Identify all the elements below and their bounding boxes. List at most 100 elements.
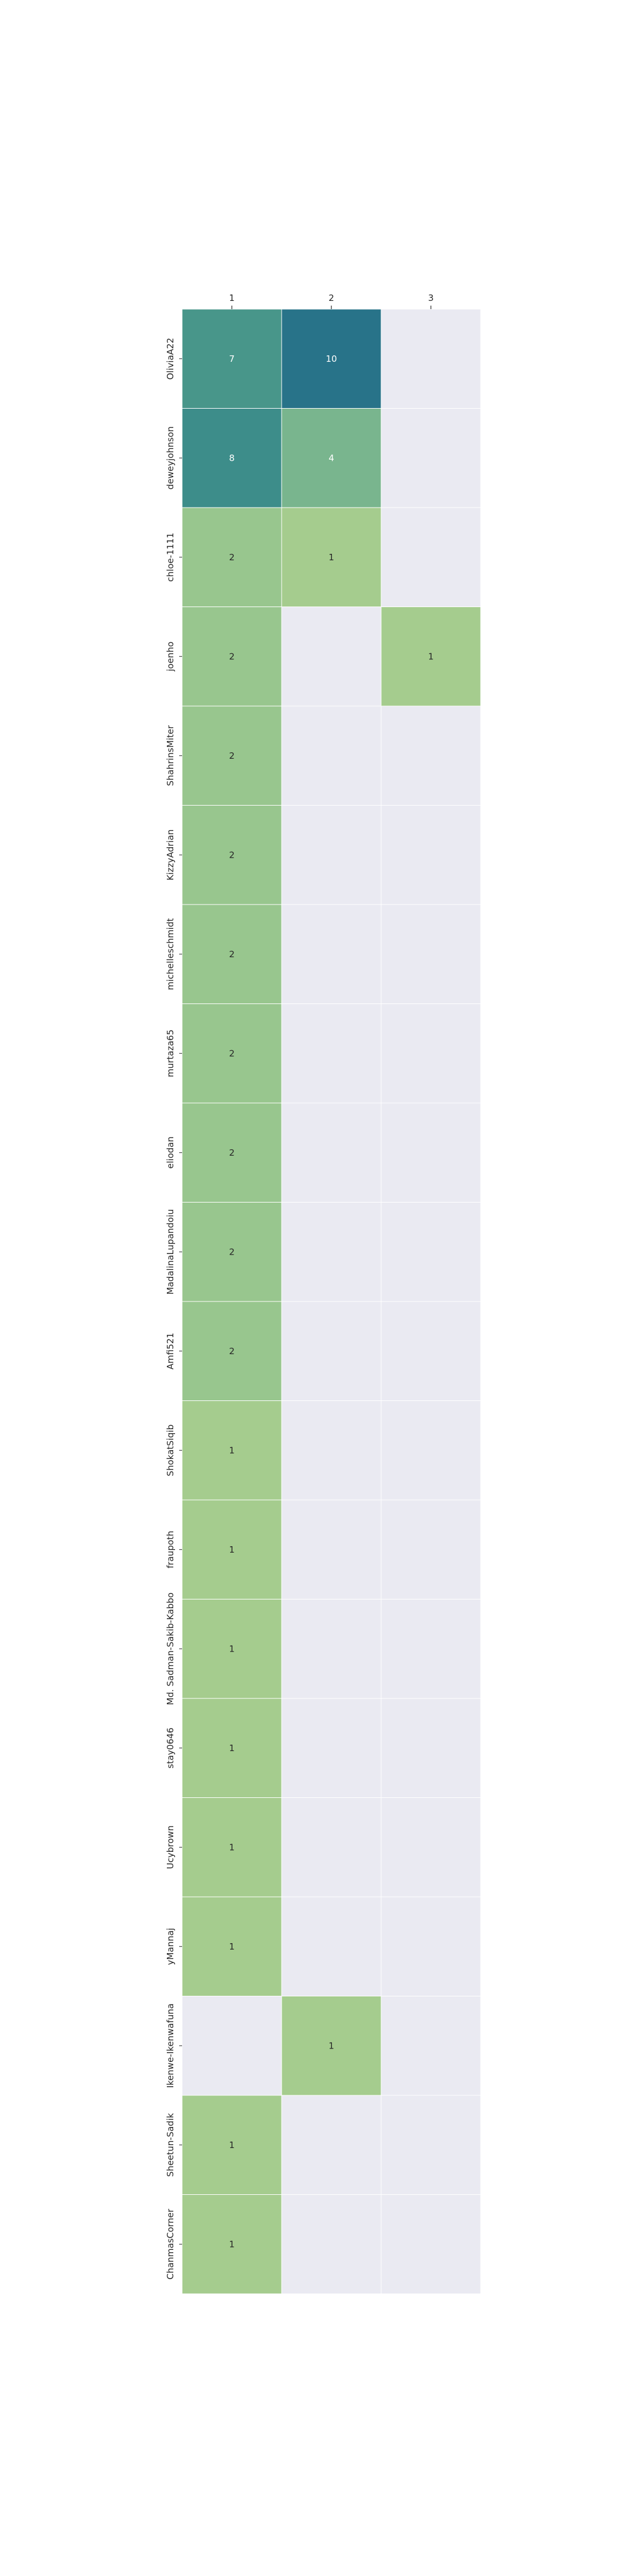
cell-value-label: 2 <box>229 1147 235 1158</box>
heatmap-cell-empty <box>381 805 481 905</box>
y-tick-label: Amfi521 <box>165 1332 176 1369</box>
heatmap-cell-empty <box>381 1102 481 1203</box>
heatmap-cell-empty <box>281 1599 382 1699</box>
cell-value-label: 2 <box>229 552 235 563</box>
heatmap-cell <box>181 1698 282 1798</box>
cell-value-label: 1 <box>229 1941 235 1952</box>
y-tick-label: OliviaA22 <box>165 338 176 380</box>
y-tick-label: stay0646 <box>165 1728 176 1769</box>
y-tick-label: murtaza65 <box>165 1029 176 1077</box>
heatmap-cell-empty <box>281 1003 382 1104</box>
y-tick-label: Ucybrown <box>165 1825 176 1869</box>
cell-value-label: 8 <box>229 453 235 463</box>
heatmap-cell-empty <box>281 1797 382 1897</box>
heatmap-cell-empty <box>181 1996 282 2096</box>
cell-value-label: 10 <box>326 354 337 364</box>
heatmap-cell <box>181 1599 282 1699</box>
cell-value-label: 1 <box>328 2040 334 2051</box>
cell-value-label: 7 <box>229 354 235 364</box>
cell-value-label: 1 <box>428 651 434 662</box>
cell-value-label: 1 <box>229 1445 235 1455</box>
y-tick-label: Sheetun-Sadik <box>165 2113 176 2177</box>
cell-value-label: 1 <box>229 1842 235 1852</box>
y-tick-label: Md. Sadman-Sakib-Kabbo <box>165 1592 176 1705</box>
heatmap-cell-empty <box>281 1896 382 1996</box>
heatmap-cell <box>181 1797 282 1897</box>
heatmap-cell <box>381 607 481 707</box>
heatmap-cell-empty <box>281 904 382 1004</box>
y-tick-label: ShahrinsMiter <box>165 725 176 786</box>
cell-value-label: 1 <box>328 552 334 563</box>
cell-value-label: 2 <box>229 1346 235 1356</box>
y-tick-label: ChanmasCorner <box>165 2208 176 2280</box>
heatmap-cell-empty <box>381 1499 481 1599</box>
heatmap-cells: 7 10 8 4 2 1 2 1 2 2 2 2 2 2 2 1 1 1 1 1 1 1 1 1 <box>181 309 481 2294</box>
y-tick-label: fraupoth <box>165 1531 176 1568</box>
heatmap-cell <box>181 1301 282 1401</box>
heatmap-cell-empty <box>381 1301 481 1401</box>
cell-value-label: 2 <box>229 1048 235 1059</box>
x-axis-ticks: 1 2 3 <box>229 293 434 309</box>
cell-value-label: 1 <box>229 1743 235 1753</box>
cell-value-label: 1 <box>229 2239 235 2249</box>
heatmap-cell <box>181 2095 282 2195</box>
heatmap-cell-empty <box>381 705 481 806</box>
y-tick-label: deweyjohnson <box>165 426 176 489</box>
y-tick-label: ShokatSiqib <box>165 1424 176 1477</box>
cell-value-label: 1 <box>229 1544 235 1555</box>
cell-value-label: 2 <box>229 1246 235 1257</box>
heatmap-cell <box>281 1996 382 2096</box>
y-tick-label: eliodan <box>165 1136 176 1169</box>
heatmap-cell-empty <box>381 1003 481 1104</box>
heatmap-cell-empty <box>281 2194 382 2294</box>
heatmap-cell-empty <box>281 1102 382 1203</box>
heatmap-cell-empty <box>381 1400 481 1501</box>
heatmap-cell-empty <box>381 904 481 1004</box>
cell-value-label: 2 <box>229 651 235 662</box>
heatmap-cell-empty <box>281 1400 382 1501</box>
y-tick-label: yMannaj <box>165 1928 176 1965</box>
heatmap-cell <box>181 607 282 707</box>
heatmap-cell <box>181 1896 282 1996</box>
heatmap-cell-empty <box>281 1698 382 1798</box>
heatmap-cell <box>181 309 282 409</box>
heatmap-cell <box>181 1003 282 1104</box>
heatmap-cell-empty <box>281 805 382 905</box>
heatmap-cell-empty <box>381 2194 481 2294</box>
cell-value-label: 2 <box>229 949 235 960</box>
heatmap-cell-empty <box>281 607 382 707</box>
heatmap-cell-empty <box>281 1301 382 1401</box>
y-tick-label: Ikenwe-Ikenwafuna <box>165 2003 176 2088</box>
heatmap-cell <box>281 408 382 508</box>
heatmap-cell <box>181 1102 282 1203</box>
cell-value-label: 2 <box>229 849 235 860</box>
y-tick-label: joenho <box>165 642 176 672</box>
x-tick-label: 1 <box>229 293 235 303</box>
heatmap-cell-empty <box>381 1599 481 1699</box>
heatmap-cell-empty <box>381 1896 481 1996</box>
heatmap-cell-empty <box>381 1202 481 1302</box>
heatmap-cell-empty <box>281 1499 382 1599</box>
heatmap-cell <box>181 1499 282 1599</box>
heatmap-cell <box>281 507 382 607</box>
y-tick-label: michelleschmidt <box>165 918 176 990</box>
heatmap-cell <box>281 309 382 409</box>
heatmap-cell <box>181 1202 282 1302</box>
heatmap-cell-empty <box>381 507 481 607</box>
heatmap-cell-empty <box>281 1202 382 1302</box>
x-tick-label: 3 <box>428 293 434 303</box>
heatmap-cell-empty <box>381 1698 481 1798</box>
cell-value-label: 1 <box>229 2140 235 2150</box>
heatmap-cell-empty <box>381 408 481 508</box>
heatmap-cell <box>181 408 282 508</box>
y-axis-ticks: OliviaA22 deweyjohnson chloe-1111 joenho Sha… <box>165 338 182 2280</box>
heatmap-cell-empty <box>381 1996 481 2096</box>
heatmap-cell <box>181 507 282 607</box>
y-tick-label: KizzyAdrian <box>165 830 176 881</box>
heatmap-cell-empty <box>281 2095 382 2195</box>
heatmap-cell-empty <box>381 2095 481 2195</box>
x-tick-label: 2 <box>328 293 334 303</box>
heatmap-cell-empty <box>281 705 382 806</box>
y-tick-label: chloe-1111 <box>165 533 176 582</box>
